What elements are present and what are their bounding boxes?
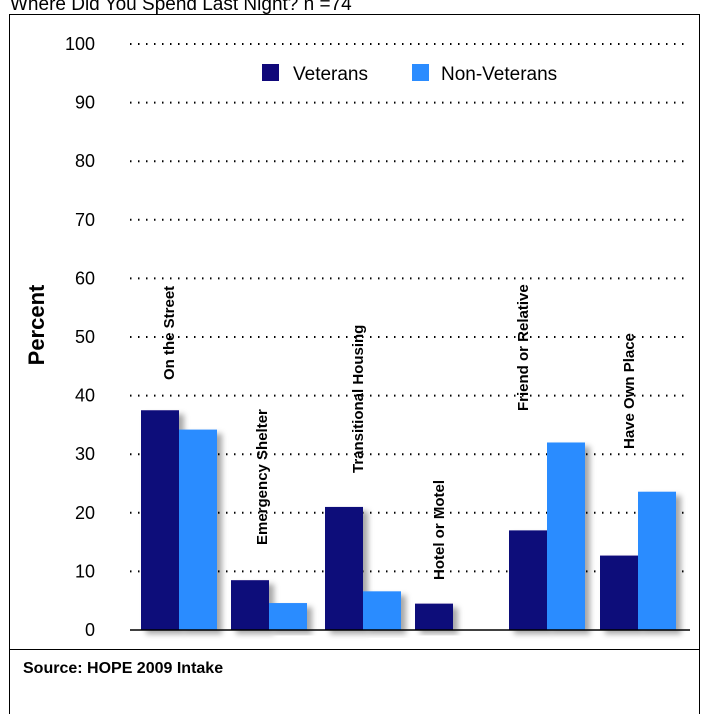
y-tick-label: 70 [75,210,95,230]
legend-label-veterans: Veterans [293,64,368,85]
chart-title: Where Did You Spend Last Night? n =74 [10,0,352,15]
bar-veterans [325,506,363,630]
legend: Veterans Non-Veterans [262,64,557,85]
category-label: Friend or Relative [515,284,532,411]
legend-swatch-veterans [262,64,279,81]
gridlines [130,43,690,573]
y-tick-label: 50 [75,327,95,347]
bar-veterans [600,555,638,630]
source-divider [9,649,700,650]
y-tick-label: 60 [75,268,95,288]
y-axis-ticks: 0 10 20 30 40 50 60 70 80 90 100 [65,34,95,640]
bar-veterans [415,603,453,630]
bar-veterans [141,410,179,630]
legend-swatch-non-veterans [412,64,429,81]
source-note: Source: HOPE 2009 Intake [23,660,224,677]
category-label: Transitional Housing [350,325,367,473]
legend-label-non-veterans: Non-Veterans [441,64,557,85]
y-tick-label: 20 [75,503,95,523]
y-tick-label: 0 [85,620,95,640]
category-label: Have Own Place [621,333,638,449]
bar-non-veterans [547,442,585,630]
category-labels: On the Street Emergency Shelter Transition… [161,284,638,580]
bars [141,410,676,630]
chart-frame [9,14,700,714]
y-tick-label: 30 [75,444,95,464]
y-tick-label: 10 [75,561,95,581]
category-label: On the Street [161,286,178,380]
bar-non-veterans [179,429,217,630]
bar-non-veterans [269,603,307,630]
bar-veterans [509,530,547,630]
y-axis-label: Percent [24,284,49,365]
bar-non-veterans [638,491,676,630]
bar-veterans [231,580,269,630]
y-tick-label: 80 [75,151,95,171]
y-tick-label: 40 [75,386,95,406]
category-label: Hotel or Motel [431,480,448,580]
y-tick-label: 100 [65,34,95,54]
y-tick-label: 90 [75,93,95,113]
category-label: Emergency Shelter [254,409,271,545]
bar-non-veterans [363,591,401,630]
